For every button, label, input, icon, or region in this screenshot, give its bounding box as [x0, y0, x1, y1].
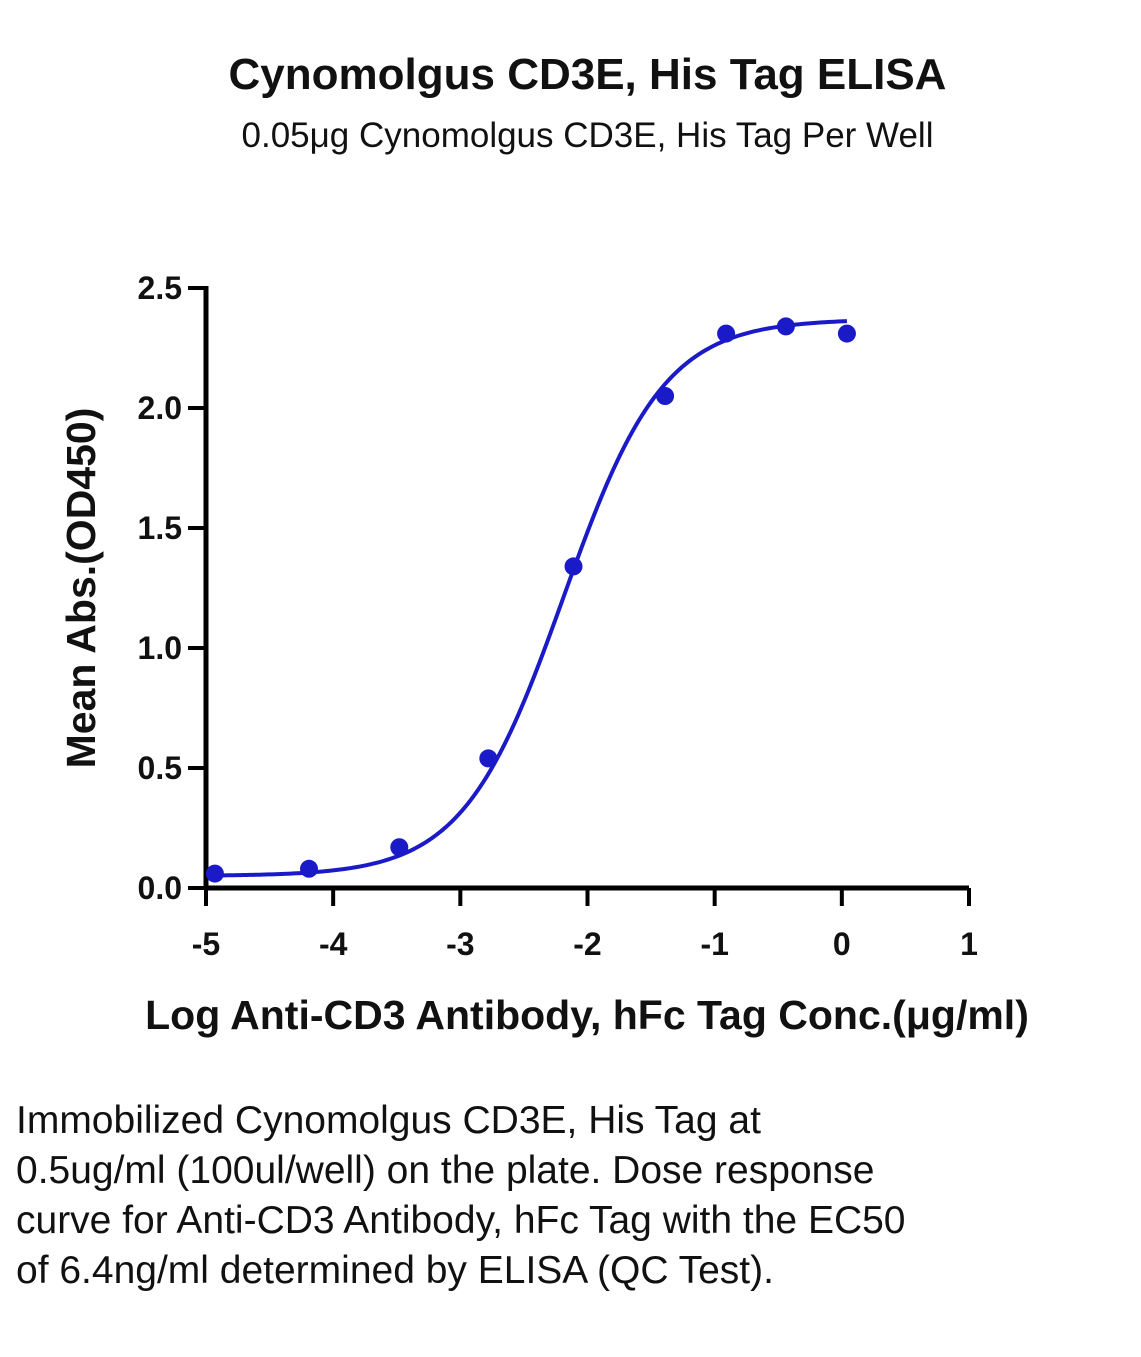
data-point	[656, 387, 675, 405]
figure-caption: Immobilized Cynomolgus CD3E, His Tag at …	[16, 1099, 906, 1292]
x-tick-label: -4	[319, 926, 348, 962]
data-point	[564, 557, 583, 576]
fit-curve	[214, 319, 847, 878]
x-tick-label: -1	[700, 926, 728, 962]
data-point	[205, 864, 224, 883]
y-tick-label: 2.0	[138, 390, 182, 426]
data-point	[390, 838, 409, 857]
y-tick-label: 2.5	[138, 270, 182, 306]
y-tick-label: 1.0	[138, 630, 182, 666]
x-tick-label: -5	[192, 926, 220, 962]
x-axis-title: Log Anti-CD3 Antibody, hFc Tag Conc.(μg/…	[145, 992, 1029, 1038]
data-point	[837, 324, 856, 343]
x-tick-label: 0	[833, 926, 851, 962]
x-tick-label: -2	[573, 926, 601, 962]
y-tick-label: 1.5	[138, 510, 182, 546]
y-tick-label: 0.0	[138, 870, 182, 906]
data-point	[479, 749, 498, 768]
fit-curve-layer	[214, 319, 847, 878]
x-tick-label: -3	[446, 926, 474, 962]
chart-subtitle: 0.05μg Cynomolgus CD3E, His Tag Per Well	[241, 116, 934, 155]
ticks: -5 -4 -3 -2 -1 0 1 0.0 0.5 1.0 1.5 2.0 2.5	[138, 270, 978, 962]
elisa-chart: -5 -4 -3 -2 -1 0 1 0.0 0.5 1.0 1.5 2.0 2.5 Log Anti-…	[58, 270, 1029, 1038]
chart-title: Cynomolgus CD3E, His Tag ELISA	[228, 50, 947, 99]
axes	[203, 286, 969, 891]
data-points-layer	[205, 317, 856, 883]
data-point	[717, 324, 736, 343]
y-axis-title: Mean Abs.(OD450)	[58, 408, 104, 769]
data-point	[300, 859, 319, 878]
x-tick-label: 1	[960, 926, 978, 962]
y-tick-label: 0.5	[138, 750, 182, 786]
data-point	[776, 317, 795, 336]
